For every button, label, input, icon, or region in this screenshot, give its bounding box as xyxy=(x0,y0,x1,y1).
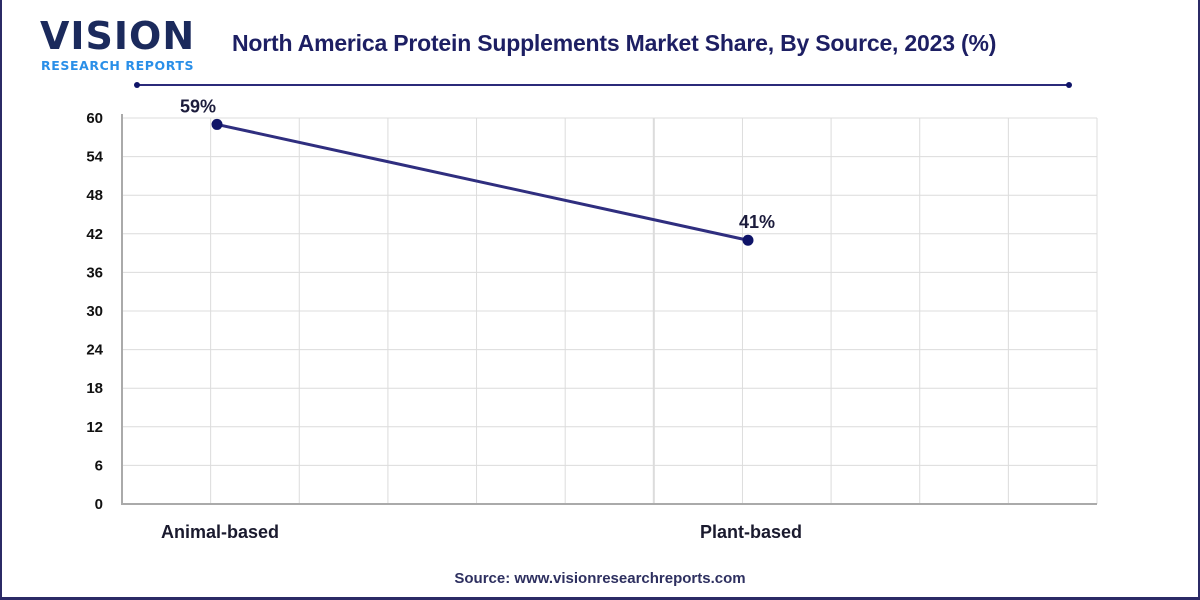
y-tick-label: 0 xyxy=(95,496,103,513)
x-category-label: Plant-based xyxy=(700,522,802,542)
data-label: 41% xyxy=(739,212,775,232)
data-point xyxy=(211,118,223,130)
y-tick-label: 24 xyxy=(86,342,103,359)
axes xyxy=(121,114,1097,505)
y-tick-label: 60 xyxy=(86,110,103,127)
logo-wordmark: VISION xyxy=(40,14,196,58)
y-tick-label: 42 xyxy=(86,226,103,243)
title-underline-end-dot xyxy=(1066,82,1072,88)
title-underline-start-dot xyxy=(134,82,140,88)
data-point xyxy=(742,234,754,246)
chart-title: North America Protein Supplements Market… xyxy=(232,30,997,56)
series-market-share: 59% 41% xyxy=(180,96,775,246)
grid-lines xyxy=(122,117,1098,504)
series-line xyxy=(216,122,749,242)
x-category-labels: Animal-based Plant-based xyxy=(161,522,802,542)
y-tick-label: 6 xyxy=(95,457,103,474)
brand-logo: VISION RESEARCH REPORTS xyxy=(40,16,200,76)
y-tick-label: 54 xyxy=(86,149,103,166)
x-category-label: Animal-based xyxy=(161,522,279,542)
y-tick-label: 18 xyxy=(86,380,103,397)
y-tick-label: 36 xyxy=(86,264,103,281)
source-note: Source: www.visionresearchreports.com xyxy=(454,570,746,587)
y-tick-label: 48 xyxy=(86,187,103,204)
y-tick-label: 12 xyxy=(86,419,103,436)
y-tick-labels: 0 6 12 18 24 30 36 42 48 54 60 xyxy=(86,110,103,513)
y-tick-label: 30 xyxy=(86,303,103,320)
logo-tagline: RESEARCH REPORTS xyxy=(41,58,195,73)
data-label: 59% xyxy=(180,96,216,116)
